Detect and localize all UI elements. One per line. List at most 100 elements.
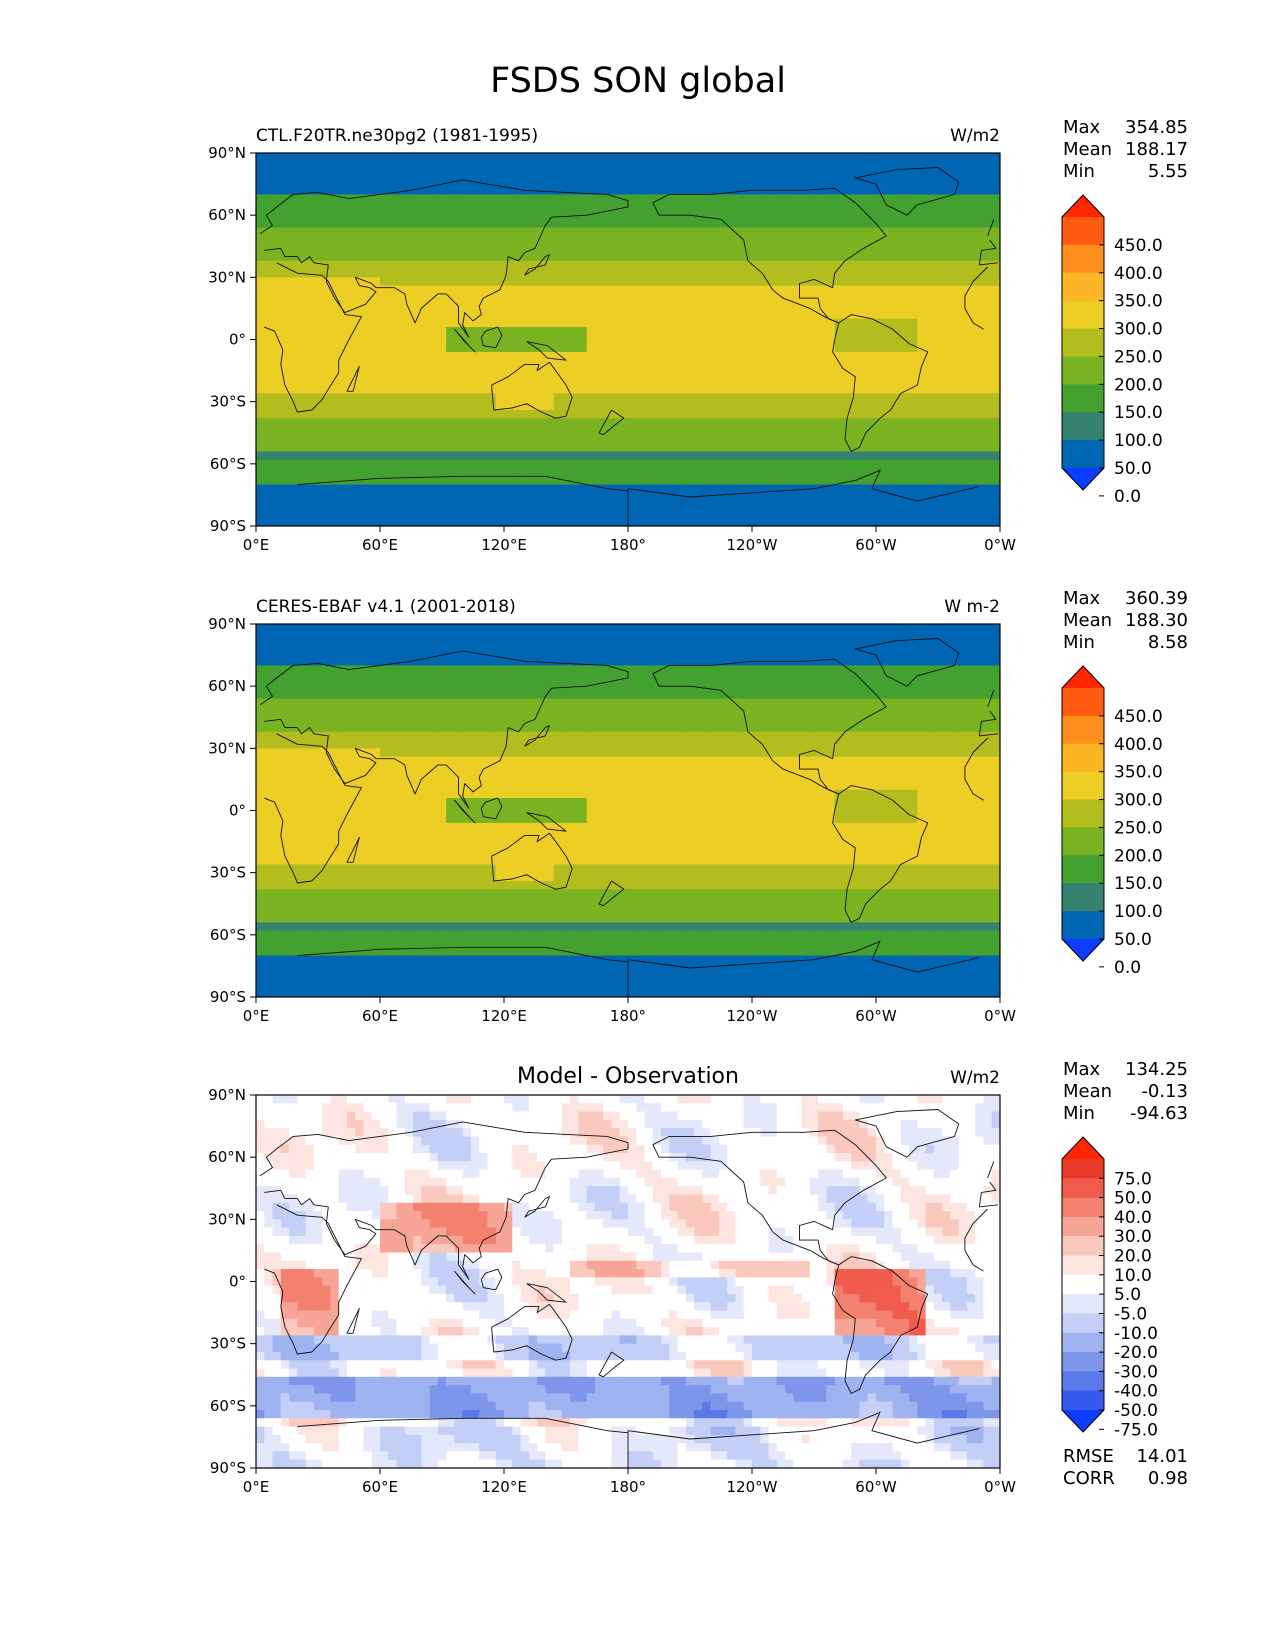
map-cell <box>652 360 662 370</box>
map-cell <box>826 376 836 386</box>
x-tick-label: 0°E <box>243 536 270 554</box>
map-cell <box>669 260 679 270</box>
map-cell <box>652 459 662 469</box>
map-cell <box>933 244 943 254</box>
map-cell <box>454 632 464 642</box>
map-cell <box>388 227 398 237</box>
map-cell <box>685 169 695 179</box>
map-cell <box>495 459 505 469</box>
map-cell <box>809 227 819 237</box>
map-cell <box>346 698 356 708</box>
map-cell <box>925 161 935 171</box>
map-cell <box>586 285 596 295</box>
map-cell <box>644 476 654 486</box>
map-cell <box>280 459 290 469</box>
map-cell <box>264 624 274 633</box>
map-cell <box>702 211 712 220</box>
map-cell <box>917 409 927 419</box>
map-cell <box>818 451 827 461</box>
map-cell <box>768 682 778 691</box>
map-cell <box>512 509 522 519</box>
map-cell <box>859 327 869 336</box>
map-cell <box>760 360 770 370</box>
map-cell <box>876 409 885 419</box>
map-cell <box>966 451 976 461</box>
map-cell <box>917 418 927 428</box>
map-cell <box>942 648 951 658</box>
map-cell <box>338 624 348 633</box>
map-cell <box>652 219 662 229</box>
map-cell <box>768 501 778 511</box>
map-cell <box>768 492 778 502</box>
map-cell <box>297 376 307 386</box>
map-cell <box>760 343 770 353</box>
map-cell <box>570 492 579 502</box>
map-cell <box>892 648 902 658</box>
map-cell <box>462 202 472 212</box>
map-cell <box>429 343 439 353</box>
map-cell <box>925 227 935 237</box>
map-cell <box>528 227 538 237</box>
map-cell <box>586 665 596 675</box>
map-cell <box>685 385 695 394</box>
map-cell <box>735 501 745 511</box>
map-cell <box>446 665 455 675</box>
map-cell <box>611 476 621 486</box>
map-cell <box>421 376 431 386</box>
map-cell <box>718 293 728 303</box>
map-cell <box>842 665 852 675</box>
map-cell <box>264 169 274 179</box>
map-cell <box>768 409 778 419</box>
map-cell <box>570 517 579 526</box>
map-cell <box>537 327 546 336</box>
map-cell <box>735 426 745 436</box>
map-cell <box>437 269 447 278</box>
map-cell <box>371 202 381 212</box>
map-cell <box>330 360 340 370</box>
map-cell <box>603 285 613 295</box>
map-cell <box>917 244 927 254</box>
map-cell <box>826 409 836 419</box>
map-cell <box>884 153 894 162</box>
map-cell <box>504 244 513 254</box>
map-cell <box>892 632 902 642</box>
map-cell <box>479 244 489 254</box>
map-cell <box>884 484 894 494</box>
map-cell <box>561 459 571 469</box>
map-cell <box>652 318 662 328</box>
map-cell <box>396 698 406 708</box>
map-cell <box>619 302 629 312</box>
map-cell <box>553 335 563 345</box>
map-cell <box>859 509 869 519</box>
map-cell <box>867 277 877 287</box>
map-cell <box>512 351 522 361</box>
map-cell <box>826 360 836 370</box>
map-cell <box>454 673 464 683</box>
map-cell <box>297 285 307 295</box>
map-cell <box>925 260 935 270</box>
map-cell <box>826 351 836 361</box>
map-cell <box>718 269 728 278</box>
map-cell <box>818 434 827 444</box>
map-cell <box>619 219 629 229</box>
map-cell <box>834 492 844 502</box>
map-cell <box>900 202 910 212</box>
map-cell <box>404 211 414 220</box>
map-cell <box>917 227 927 237</box>
map-cell <box>628 426 637 436</box>
map-cell <box>462 690 472 700</box>
map-cell <box>661 202 670 212</box>
map-cell <box>892 310 902 320</box>
map-cell <box>429 235 439 245</box>
map-cell <box>628 409 637 419</box>
map-cell <box>586 418 596 428</box>
map-cell <box>933 169 943 179</box>
map-cell <box>851 517 861 526</box>
map-cell <box>867 186 877 196</box>
map-cell <box>644 640 654 650</box>
map-cell <box>586 260 596 270</box>
map-cell <box>272 682 282 691</box>
map-cell <box>900 269 910 278</box>
map-cell <box>363 260 373 270</box>
map-cell <box>594 202 604 212</box>
